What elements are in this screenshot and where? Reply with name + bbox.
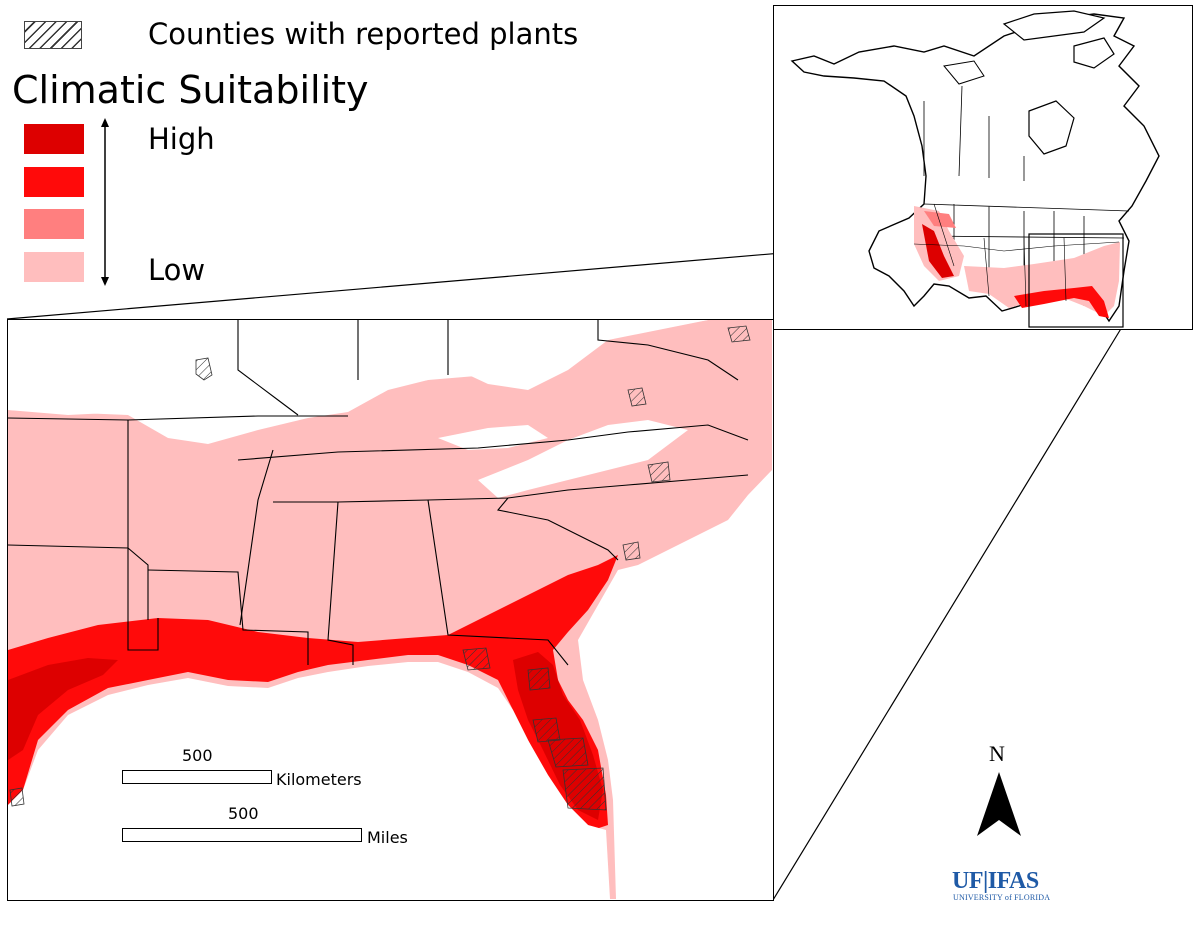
scalebar-mi (122, 828, 362, 842)
legend-hatch-swatch (24, 21, 82, 49)
legend-swatch-low (24, 252, 84, 282)
scalebar-mi-value: 500 (228, 804, 259, 823)
legend-title: Climatic Suitability (12, 68, 369, 112)
legend-hatch-label: Counties with reported plants (148, 17, 579, 51)
ufifas-logo-subtitle: UNIVERSITY of FLORIDA (953, 893, 1051, 902)
legend-swatch-medium-low (24, 209, 84, 239)
main-map-frame (7, 319, 774, 901)
scalebar-km (122, 770, 272, 784)
legend-swatch-high (24, 124, 84, 154)
scalebar-mi-unit: Miles (367, 828, 408, 847)
north-arrow-icon (977, 772, 1021, 836)
inset-map-frame (773, 5, 1193, 330)
legend-low-label: Low (148, 253, 206, 287)
main-map-southeast-us (8, 320, 772, 899)
legend-high-label: High (148, 122, 215, 156)
ufifas-logo: UF|IFAS (952, 868, 1039, 894)
legend-swatch-medium-high (24, 167, 84, 197)
scalebar-km-value: 500 (182, 746, 213, 765)
scalebar-km-unit: Kilometers (276, 770, 362, 789)
north-arrow-label: N (989, 741, 1005, 766)
legend-range-arrow (101, 118, 109, 286)
inset-map-north-america (790, 10, 1160, 328)
